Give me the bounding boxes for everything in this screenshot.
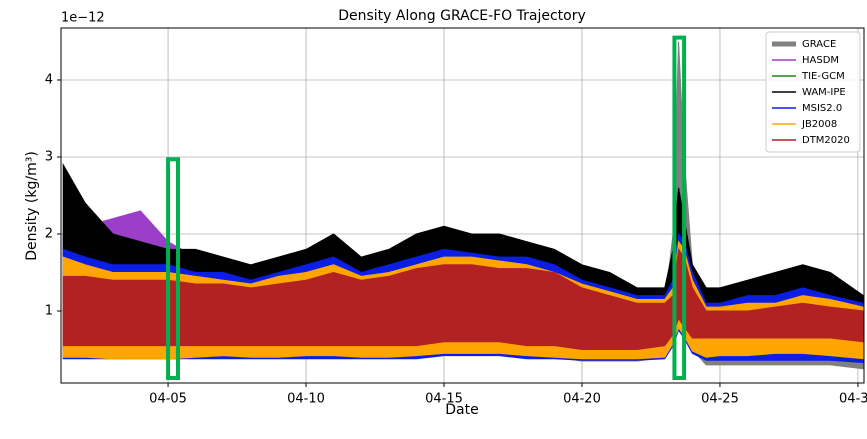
y-axis-label: Density (kg/m³) — [24, 151, 40, 261]
legend-box — [765, 31, 861, 153]
legend-label: GRACE — [802, 39, 836, 50]
x-axis-label: Date — [445, 402, 478, 418]
x-tick-label: 04-20 — [563, 392, 601, 407]
chart-title: Density Along GRACE-FO Trajectory — [338, 8, 586, 24]
y-tick-label: 2 — [45, 226, 53, 241]
legend-label: JB2008 — [801, 119, 837, 130]
x-tick-label: 04-25 — [701, 392, 739, 407]
legend-label: DTM2020 — [802, 135, 850, 146]
x-tick-label: 04-30 — [839, 392, 867, 407]
highlight-box — [672, 35, 687, 380]
highlight-box — [166, 157, 181, 380]
legend-label: HASDM — [802, 55, 839, 66]
density-band — [62, 248, 864, 351]
legend-label: MSIS2.0 — [802, 103, 842, 114]
y-tick-label: 1 — [45, 303, 53, 318]
plot-area — [62, 41, 864, 370]
y-offset-label: 1e−12 — [61, 11, 105, 26]
x-tick-label: 04-05 — [149, 392, 187, 407]
y-tick-label: 3 — [45, 149, 53, 164]
plot-frame — [60, 27, 865, 384]
x-tick-label: 04-15 — [425, 392, 463, 407]
legend-label: TIE-GCM — [801, 71, 845, 82]
legend-label: WAM-IPE — [802, 87, 846, 98]
y-tick-label: 4 — [45, 72, 53, 87]
x-tick-label: 04-10 — [287, 392, 325, 407]
